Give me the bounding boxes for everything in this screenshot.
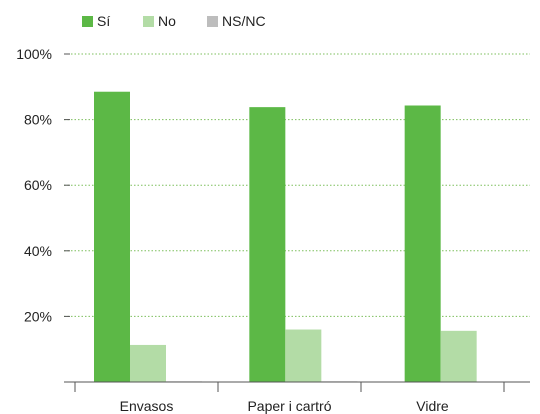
legend-swatch-2 [207, 16, 218, 27]
gridlines [64, 53, 530, 317]
bar-0-0 [94, 91, 130, 382]
x-tick-label-0: Envasos [120, 398, 174, 414]
y-tick-label-60: 60% [24, 177, 52, 193]
x-tick-label-1: Paper i cartró [247, 398, 331, 414]
bar-2-1 [440, 330, 477, 382]
y-tick-label-80: 80% [24, 112, 52, 128]
bar-0-1 [130, 344, 166, 382]
legend: Sí No NS/NC [82, 13, 266, 29]
legend-label-0: Sí [97, 13, 110, 29]
y-tick-label-40: 40% [24, 243, 52, 259]
y-tick-label-100: 100% [16, 46, 52, 62]
bar-1-1 [285, 329, 322, 382]
bars [94, 91, 513, 383]
bar-1-0 [249, 107, 286, 383]
legend-swatch-1 [143, 16, 154, 27]
x-axis [64, 381, 530, 392]
x-tick-label-2: Vidre [416, 398, 449, 414]
legend-label-1: No [158, 13, 176, 29]
x-axis-ticks: Envasos Paper i cartró Vidre [120, 398, 449, 414]
bar-2-0 [404, 105, 441, 382]
y-tick-label-20: 20% [24, 308, 52, 324]
legend-swatch-0 [82, 16, 93, 27]
y-axis-ticks: 20% 40% 60% 80% 100% [16, 46, 70, 324]
legend-label-2: NS/NC [222, 13, 266, 29]
